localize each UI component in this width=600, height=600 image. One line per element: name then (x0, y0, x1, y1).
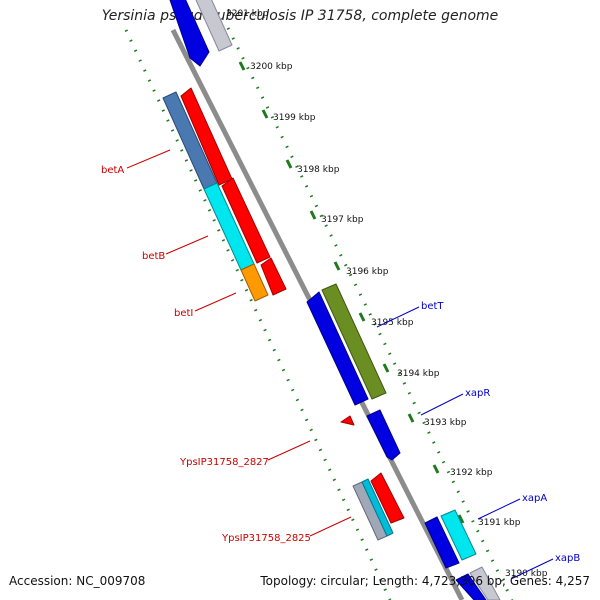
gene-feature-cyan (361, 478, 394, 537)
gene-feature-olive (321, 283, 387, 400)
major-tick (457, 514, 465, 524)
connector-xapB (510, 558, 554, 580)
connector-betA (126, 149, 171, 169)
gene-feature-blue (424, 516, 460, 569)
connector-betI (194, 292, 237, 312)
connector-2825 (309, 516, 352, 537)
scale-label: 3190 kbp (505, 569, 548, 579)
gene-label-YpsIP31758_2827: YpsIP31758_2827 (179, 457, 269, 468)
gene-label-betI: betI (174, 308, 193, 319)
major-tick (309, 210, 317, 220)
gene-features (162, 0, 501, 600)
gene-feature-red (221, 177, 271, 264)
major-tick (261, 109, 269, 119)
connector-betT (376, 306, 420, 328)
scale-label: 3197 kbp (321, 215, 364, 225)
major-ticks (238, 61, 465, 524)
gene-feature-red (340, 415, 355, 426)
scale-label: 3195 kbp (371, 318, 414, 328)
gene-label-xapB: xapB (555, 553, 580, 564)
major-tick (238, 61, 246, 71)
gene-feature-blue (366, 409, 401, 461)
label-connectors (126, 149, 554, 580)
map-title: Yersinia pseudotuberculosis IP 31758, co… (101, 8, 499, 24)
scale-label: 3193 kbp (424, 418, 467, 428)
scale-labels: 3201 kbp 3200 kbp 3199 kbp 3198 kbp 3197… (226, 9, 548, 579)
gene-feature-blue (306, 291, 369, 406)
connector-2827 (267, 440, 311, 461)
gene-feature-cyan (440, 509, 477, 561)
gene-label-betT: betT (421, 301, 444, 312)
gene-label-betB: betB (142, 251, 165, 262)
gene-feature-red (260, 257, 287, 296)
major-tick (407, 413, 415, 423)
gene-label-xapR: xapR (465, 388, 490, 399)
major-tick (432, 464, 440, 474)
scale-label: 3200 kbp (250, 62, 293, 72)
genome-summary-text: Topology: circular; Length: 4,723,306 bp… (260, 574, 590, 588)
major-tick (333, 261, 341, 271)
gene-feature-red (370, 472, 405, 524)
scale-label: 3198 kbp (297, 165, 340, 175)
scale-label: 3201 kbp (226, 9, 269, 19)
gene-label-YpsIP31758_2825: YpsIP31758_2825 (221, 533, 311, 544)
gene-feature-grey (195, 0, 233, 52)
gene-label-xapA: xapA (522, 493, 547, 504)
gene-labels: betA betB betI YpsIP31758_2827 YpsIP3175… (101, 165, 580, 564)
accession-text: Accession: NC_009708 (9, 574, 146, 588)
scale-label: 3194 kbp (397, 369, 440, 379)
scale-label: 3196 kbp (346, 267, 389, 277)
gene-label-betA: betA (101, 165, 124, 176)
scale-label: 3192 kbp (450, 468, 493, 478)
connector-betB (165, 235, 209, 255)
scale-label: 3191 kbp (478, 518, 521, 528)
right-tick-track (226, 27, 514, 600)
connector-xapR (420, 393, 464, 416)
connector-xapA (477, 498, 521, 520)
major-tick (382, 363, 390, 373)
gene-feature-orange (240, 263, 269, 302)
gene-feature-grey (469, 566, 501, 600)
major-tick (358, 312, 366, 322)
major-tick (285, 159, 293, 169)
gene-feature-blue (455, 573, 487, 600)
scale-label: 3199 kbp (273, 113, 316, 123)
gene-feature-blue (169, 0, 210, 67)
